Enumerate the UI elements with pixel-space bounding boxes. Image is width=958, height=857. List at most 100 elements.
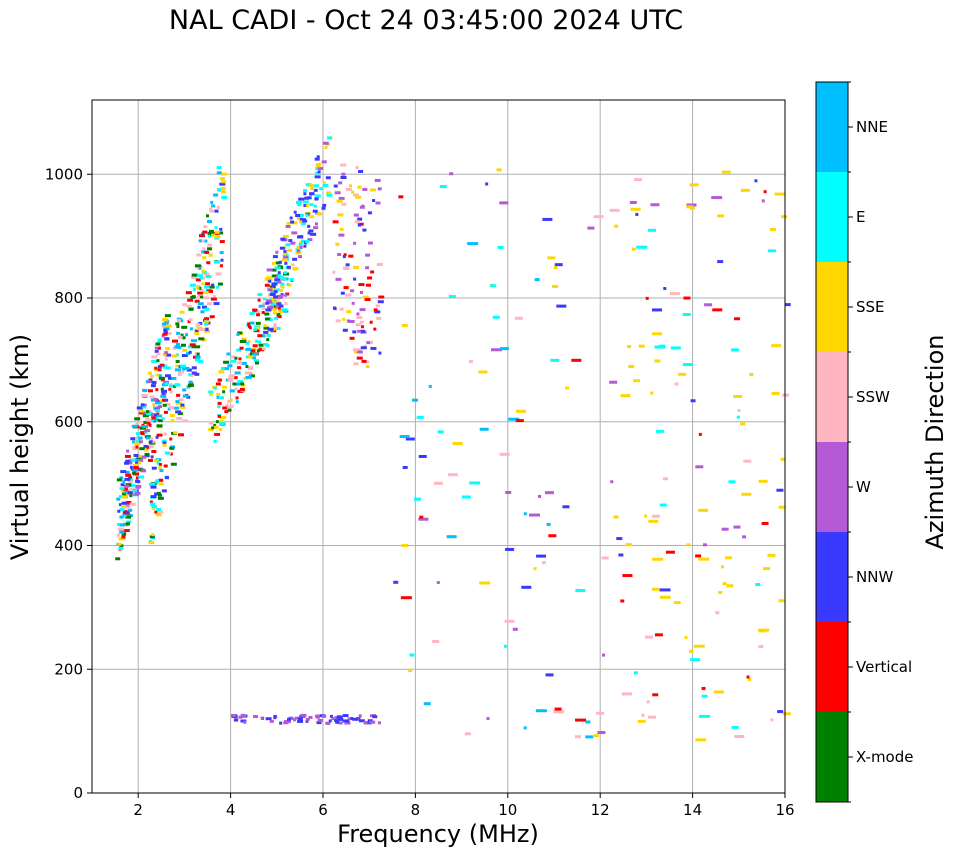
x-tick-label: 4: [226, 801, 236, 819]
data-point-e: [150, 502, 156, 506]
colorbar-segment-w: [816, 442, 848, 532]
data-point-x-mode: [209, 285, 215, 289]
data-point-vertical: [140, 431, 146, 435]
data-point-nnw: [290, 220, 295, 224]
data-point-nnw: [776, 488, 784, 492]
data-point-ssw: [227, 399, 232, 403]
data-point-nnw: [278, 260, 282, 264]
data-point-sse: [346, 310, 352, 314]
data-point-w: [283, 721, 289, 725]
data-point-sse: [134, 442, 141, 446]
data-point-nnw: [309, 192, 315, 196]
data-point-w: [609, 380, 618, 384]
data-point-ssw: [237, 361, 243, 365]
data-point-vertical: [698, 432, 702, 436]
data-point-ssw: [177, 335, 183, 339]
data-point-ssw: [593, 215, 604, 219]
data-point-w: [538, 494, 542, 498]
data-point-nne: [546, 522, 551, 526]
data-point-sse: [203, 320, 209, 324]
data-point-vertical: [162, 398, 166, 402]
data-point-sse: [138, 461, 142, 465]
data-point-nnw: [219, 182, 226, 186]
data-point-sse: [152, 403, 156, 407]
data-point-vertical: [172, 339, 179, 343]
data-point-w: [238, 715, 243, 719]
data-point-w: [278, 296, 283, 300]
data-point-w: [317, 167, 323, 171]
data-point-x-mode: [197, 286, 202, 290]
data-point-nne: [157, 414, 163, 418]
data-point-w: [296, 246, 303, 250]
data-point-sse: [593, 734, 599, 738]
data-point-vertical: [157, 368, 162, 372]
data-point-nnw: [345, 263, 350, 267]
data-point-vertical: [285, 292, 290, 296]
data-point-sse: [408, 669, 413, 673]
data-point-x-mode: [164, 314, 171, 318]
data-point-x-mode: [119, 544, 124, 548]
data-point-sse: [651, 587, 660, 591]
data-point-nnw: [754, 179, 758, 183]
data-point-x-mode: [175, 322, 180, 326]
data-point-sse: [733, 394, 743, 398]
data-point-sse: [644, 514, 648, 518]
data-point-x-mode: [255, 321, 261, 325]
data-point-x-mode: [181, 336, 186, 340]
data-point-sse: [339, 227, 344, 231]
data-point-nne: [171, 376, 177, 380]
data-point-e: [448, 294, 456, 298]
data-point-sse: [139, 409, 145, 413]
data-point-nnw: [321, 206, 326, 210]
data-point-e: [297, 213, 304, 217]
data-point-w: [346, 319, 350, 323]
data-point-ssw: [345, 293, 352, 297]
colorbar-label-ssw: SSW: [856, 388, 890, 406]
data-point-ssw: [248, 366, 254, 370]
data-point-nnw: [314, 157, 320, 161]
data-point-sse: [287, 248, 293, 252]
data-point-ssw: [176, 417, 183, 421]
data-point-e: [151, 359, 158, 363]
data-point-ssw: [345, 188, 352, 192]
data-point-e: [313, 204, 317, 208]
data-point-nnw: [188, 350, 192, 354]
data-point-ssw: [267, 286, 271, 290]
y-tick-label: 400: [54, 537, 83, 555]
data-point-nne: [523, 726, 527, 730]
data-point-nne: [131, 424, 138, 428]
data-point-e: [214, 226, 218, 230]
data-point-w: [377, 187, 382, 191]
data-point-w: [253, 715, 259, 719]
x-axis-label: Frequency (MHz): [337, 820, 539, 848]
data-point-e: [281, 308, 288, 312]
data-point-e: [305, 183, 312, 187]
data-point-e: [659, 344, 666, 348]
data-point-w: [315, 714, 321, 718]
data-point-sse: [221, 385, 227, 389]
data-point-sse: [326, 191, 332, 195]
data-point-nnw: [303, 192, 307, 196]
data-point-w: [287, 720, 291, 724]
data-point-w: [347, 717, 351, 721]
data-point-sse: [452, 442, 463, 446]
data-point-vertical: [138, 411, 145, 415]
data-point-ssw: [354, 220, 360, 224]
data-point-ssw: [156, 352, 161, 356]
data-point-nnw: [211, 283, 215, 287]
colorbar-segment-nne: [816, 82, 848, 172]
data-point-e: [118, 495, 124, 499]
data-point-nnw: [274, 278, 281, 282]
data-point-nnw: [314, 197, 319, 201]
data-point-sse: [165, 324, 172, 328]
data-point-ssw: [203, 272, 210, 276]
data-point-nnw: [556, 304, 567, 308]
data-point-x-mode: [156, 359, 160, 363]
data-point-vertical: [204, 317, 210, 321]
data-point-sse: [286, 221, 291, 225]
data-point-sse: [309, 215, 315, 219]
data-point-w: [275, 305, 279, 309]
data-point-ssw: [758, 645, 764, 649]
data-point-x-mode: [176, 325, 180, 329]
data-point-nnw: [784, 303, 791, 307]
